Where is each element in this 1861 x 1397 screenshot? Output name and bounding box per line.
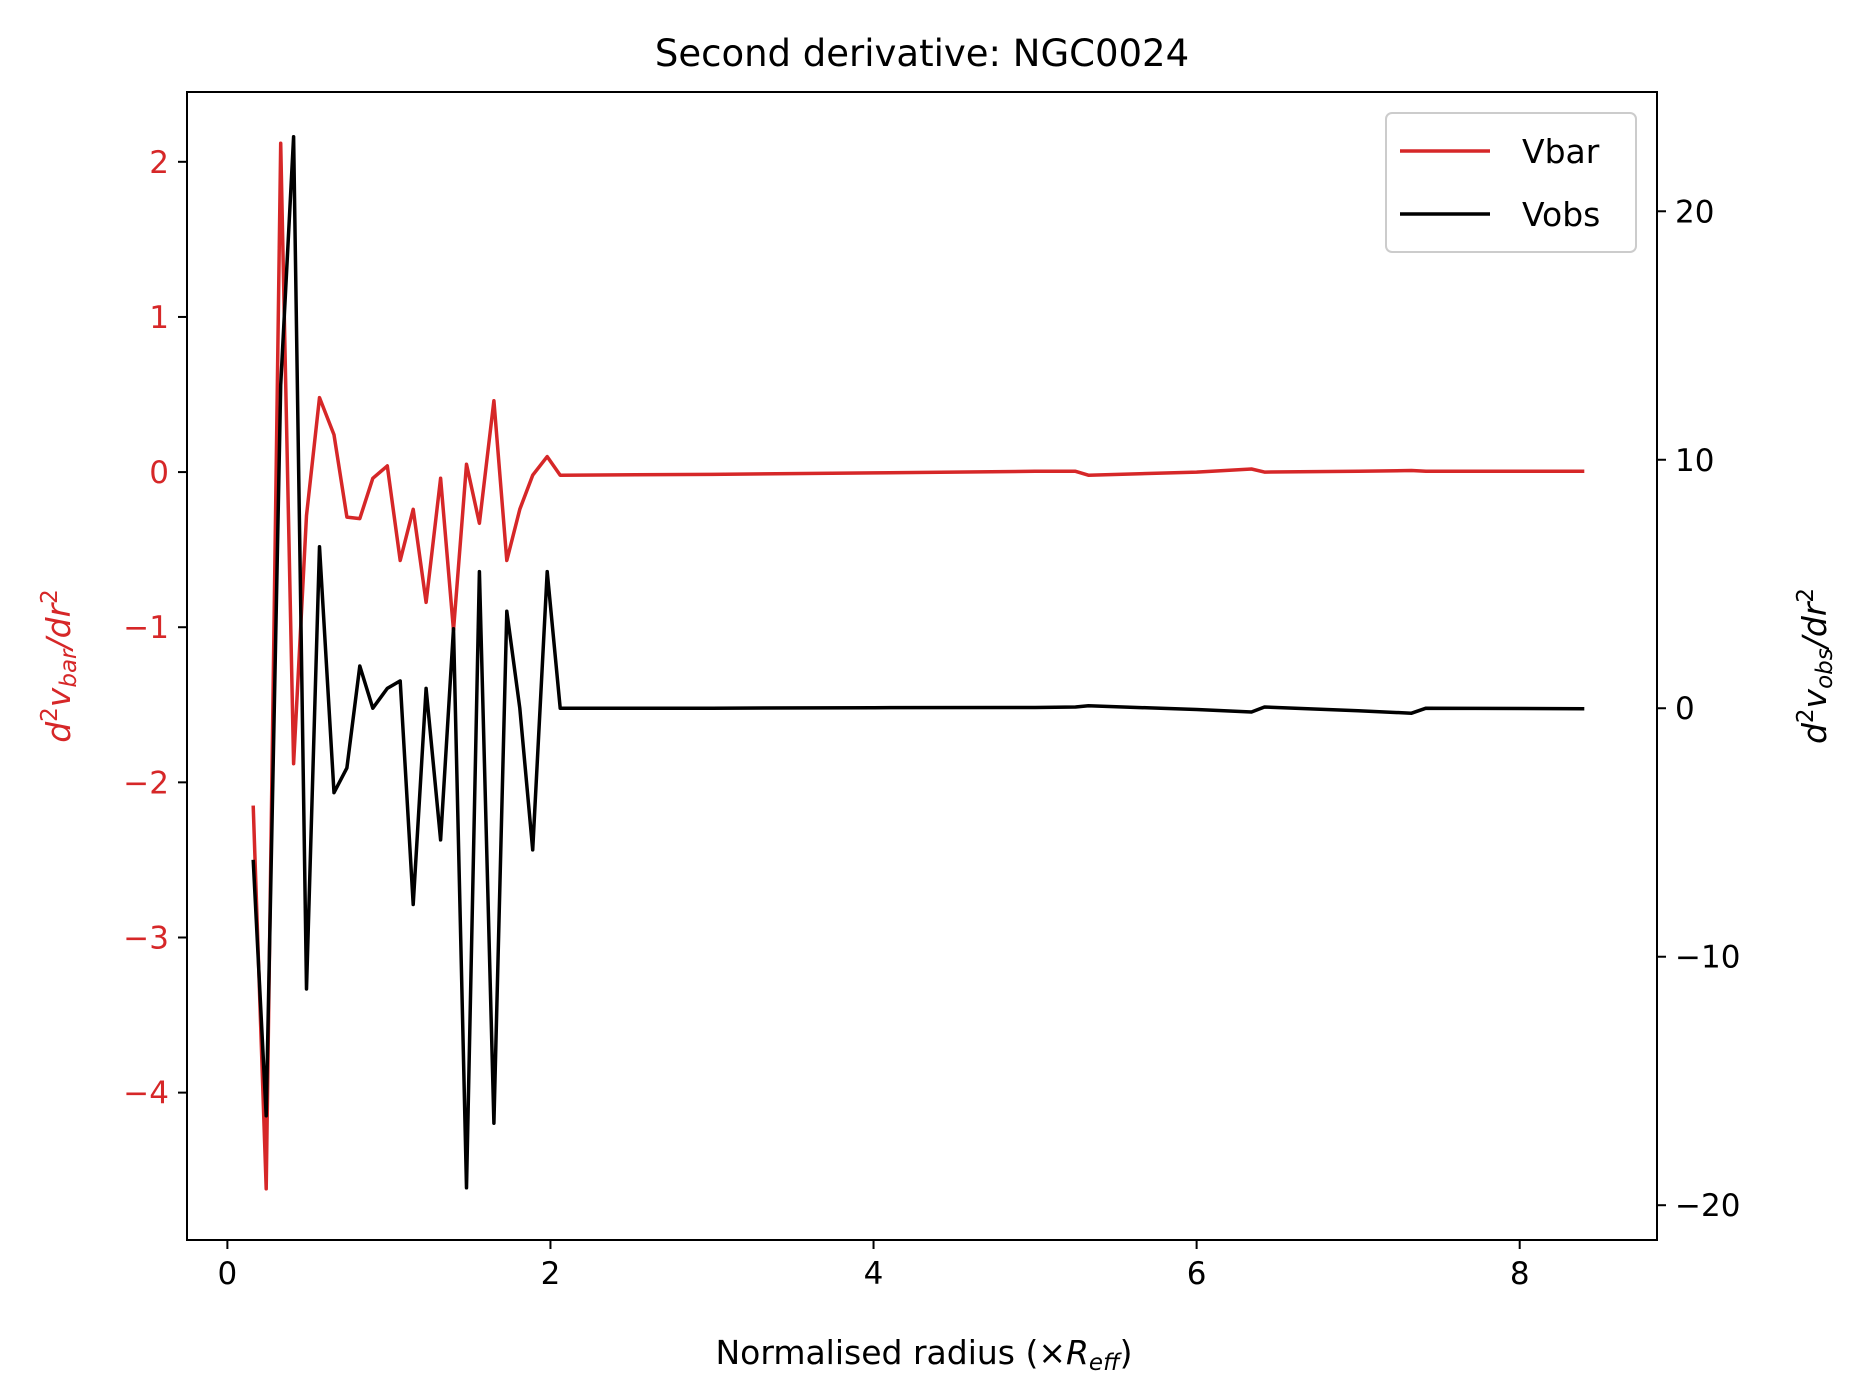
x-tick-label: 0: [218, 1256, 238, 1292]
legend-box: [1385, 112, 1637, 253]
legend: Vbar Vobs: [1385, 112, 1637, 253]
y-left-tick-label: 0: [149, 455, 169, 491]
y-left-tick-label: −2: [123, 765, 169, 801]
y-right-tick-label: 20: [1675, 194, 1714, 230]
x-axis-label-close: ): [1120, 1333, 1133, 1372]
plot-area: [186, 91, 1658, 1241]
y-axis-left: −4 −3 −2 −1 0 1 2: [123, 145, 187, 1112]
y-left-tick-label: −1: [123, 610, 169, 646]
y-right-tick-label: 10: [1675, 443, 1714, 479]
y-left-tick-label: −3: [123, 920, 169, 956]
x-tick-label: 8: [1510, 1256, 1530, 1292]
y-axis-right: −20 −10 0 10 20: [1657, 194, 1740, 1224]
y-right-tick-label: −20: [1675, 1188, 1740, 1224]
x-axis-label-sub: eff: [1089, 1350, 1122, 1376]
y-left-tick-label: −4: [123, 1076, 169, 1112]
y-left-tick-label: 2: [149, 145, 169, 181]
y-right-tick-label: 0: [1675, 691, 1695, 727]
x-axis-label-var: R: [1066, 1333, 1089, 1372]
legend-vbar-label: Vbar: [1522, 132, 1600, 171]
legend-vobs-label: Vobs: [1522, 195, 1600, 234]
y-left-tick-label: 1: [149, 300, 169, 336]
series-layer: [251, 134, 1585, 1191]
x-axis: 0 2 4 6 8: [218, 1240, 1530, 1292]
x-tick-label: 2: [541, 1256, 561, 1292]
y-right-tick-label: −10: [1675, 940, 1740, 976]
x-tick-label: 6: [1187, 1256, 1207, 1292]
series-line-vbar: [251, 141, 1585, 1191]
series-line-vobs: [251, 134, 1585, 1190]
x-tick-label: 4: [864, 1256, 884, 1292]
x-axis-label: Normalised radius (×Reff): [715, 1333, 1132, 1376]
y-axis-left-label: d2vbar/dr2: [37, 589, 82, 743]
y-axis-right-label: d2vobs/dr2: [1793, 588, 1838, 744]
plot-frame: [186, 91, 1658, 1241]
chart-title: Second derivative: NGC0024: [655, 32, 1189, 75]
x-axis-label-main: Normalised radius (×: [715, 1333, 1066, 1372]
